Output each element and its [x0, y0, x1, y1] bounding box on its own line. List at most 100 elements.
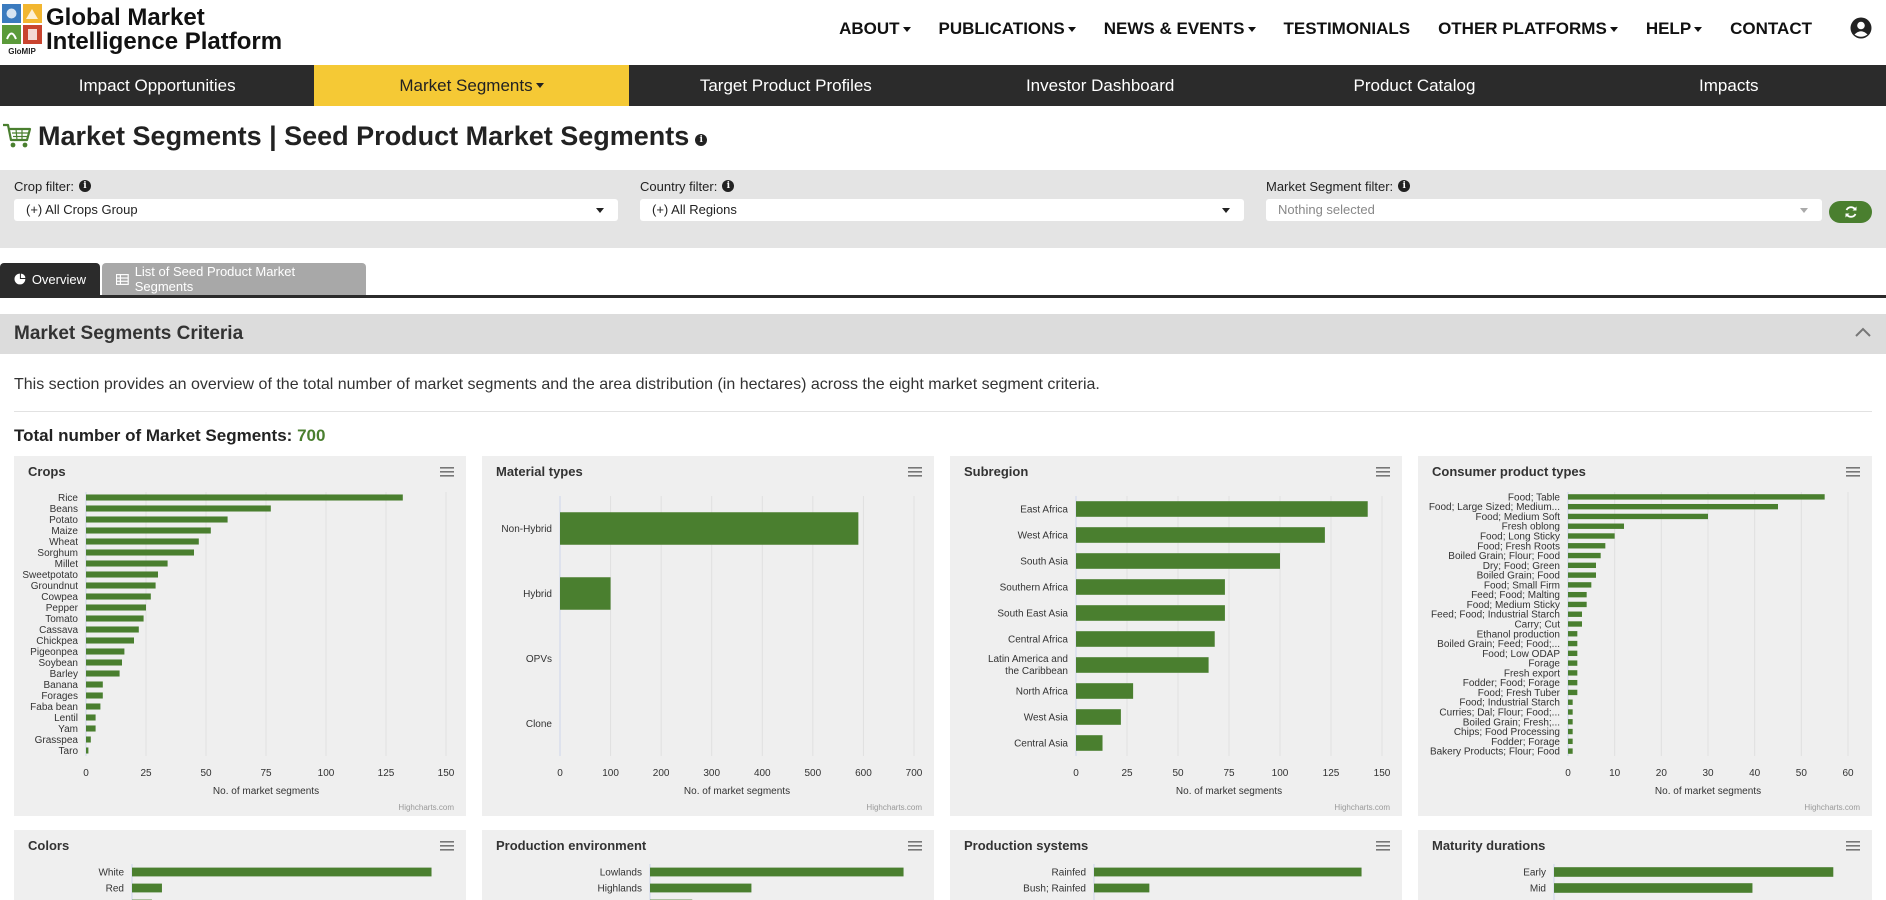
bar: [86, 703, 101, 710]
mainnav-product-catalog[interactable]: Product Catalog: [1353, 75, 1476, 95]
nav-news-events[interactable]: NEWS & EVENTS: [1090, 19, 1270, 39]
category-label: Forages: [41, 691, 78, 702]
tab-overview[interactable]: Overview: [0, 263, 100, 295]
bar: [86, 604, 146, 611]
menu-icon[interactable]: [908, 467, 922, 477]
category-label: Groundnut: [31, 581, 78, 592]
bar: [1076, 735, 1103, 751]
bar: [1568, 660, 1578, 666]
user-account-icon[interactable]: [1850, 17, 1872, 39]
section-header[interactable]: Market Segments Criteria: [0, 314, 1886, 354]
x-tick-label: 200: [653, 768, 670, 779]
bar: [1568, 679, 1578, 686]
mainnav-impact-opportunities[interactable]: Impact Opportunities: [78, 75, 236, 95]
total-segments: Total number of Market Segments: 700: [14, 426, 326, 445]
x-tick-label: 25: [1121, 768, 1133, 779]
chart-maturity-durations: Maturity durations Early Mid: [1418, 830, 1872, 900]
chart-credit[interactable]: Highcharts.com: [1804, 803, 1860, 812]
nav-about[interactable]: ABOUT: [825, 19, 924, 39]
bar: [1568, 699, 1573, 705]
section-title: Market Segments Criteria: [14, 323, 244, 344]
info-icon[interactable]: i: [695, 134, 708, 146]
category-label: Tomato: [45, 614, 78, 625]
nav-other-platforms[interactable]: OTHER PLATFORMS: [1424, 19, 1632, 39]
category-label: Early: [1523, 868, 1546, 879]
chart-title: Consumer product types: [1432, 464, 1586, 479]
chart-crops: Crops 0 25 50 75 100 125 150 No. of market segm…: [14, 456, 466, 816]
category-label: East Africa: [1020, 505, 1068, 516]
x-tick-label: 400: [754, 768, 771, 779]
mainnav-target-product-profiles[interactable]: Target Product Profiles: [699, 75, 872, 95]
segment-filter-select[interactable]: Nothing selected: [1266, 199, 1822, 221]
chevron-down-icon: [902, 27, 911, 33]
table-icon: [116, 273, 129, 285]
menu-icon[interactable]: [1376, 467, 1390, 477]
bar: [1568, 601, 1587, 608]
nav-testimonials[interactable]: TESTIMONIALS: [1283, 19, 1411, 38]
category-label: Central Africa: [1008, 635, 1068, 646]
brand-title[interactable]: Global Market Intelligence Platform: [46, 6, 282, 54]
info-icon[interactable]: i: [722, 180, 735, 192]
crop-filter-select[interactable]: (+) All Crops Group: [14, 199, 618, 221]
chart-production-environment: Production environment Lowlands Highlands…: [482, 830, 934, 900]
chart-subregion: Subregion 0 25 50 75 100 125 150 No. of market …: [950, 456, 1402, 816]
category-label: Lentil: [54, 713, 78, 724]
category-label: Fodder; Food; Forage: [1463, 678, 1561, 689]
crop-filter-label: Crop filter:: [14, 178, 74, 194]
chart-credit[interactable]: Highcharts.com: [398, 803, 454, 812]
category-label: Cowpea: [41, 592, 78, 603]
menu-icon[interactable]: [1846, 467, 1860, 477]
menu-icon[interactable]: [908, 841, 922, 851]
bar: [86, 692, 103, 699]
bar: [1568, 523, 1624, 529]
tab-list-segments[interactable]: List of Seed Product Market Segments: [102, 263, 366, 295]
bar: [86, 714, 96, 721]
bar: [86, 659, 122, 666]
mainnav-investor-dashboard[interactable]: Investor Dashboard: [1025, 75, 1175, 95]
menu-icon[interactable]: [440, 467, 454, 477]
category-label: Pepper: [46, 603, 79, 614]
category-label: Southern Africa: [1000, 583, 1069, 594]
section-description: This section provides an overview of the…: [14, 376, 1100, 393]
mainnav-impacts[interactable]: Impacts: [1699, 75, 1759, 95]
chart-credit[interactable]: Highcharts.com: [1334, 803, 1390, 812]
x-tick-label: 125: [1323, 768, 1340, 779]
menu-icon[interactable]: [440, 841, 454, 851]
bar: [86, 736, 91, 743]
bar: [86, 571, 158, 578]
menu-icon[interactable]: [1846, 841, 1860, 851]
refresh-icon: [1845, 206, 1856, 218]
info-icon[interactable]: i: [78, 180, 91, 192]
view-tabs: Overview List of Seed Product Market Seg…: [0, 263, 1886, 298]
category-label: Sorghum: [37, 548, 78, 559]
x-tick-label: 700: [906, 768, 923, 779]
chart-title: Subregion: [964, 464, 1029, 479]
bar: [86, 516, 228, 523]
info-icon[interactable]: i: [1398, 180, 1411, 192]
category-label: Forage: [1528, 659, 1560, 670]
bar: [1076, 501, 1368, 517]
category-label: Cassava: [39, 625, 78, 636]
category-label: Dry; Food; Green: [1483, 561, 1560, 572]
menu-icon[interactable]: [1376, 841, 1390, 851]
bar: [86, 593, 151, 600]
country-filter-select[interactable]: (+) All Regions: [640, 199, 1244, 221]
category-label: Fresh oblong: [1502, 522, 1560, 533]
nav-help[interactable]: HELP: [1632, 19, 1716, 39]
bar: [86, 648, 125, 655]
chevron-down-icon: [596, 208, 604, 213]
nav-publications[interactable]: PUBLICATIONS: [925, 19, 1090, 39]
chart-credit[interactable]: Highcharts.com: [866, 803, 922, 812]
category-label: Soybean: [39, 658, 78, 669]
category-label: Hybrid: [523, 589, 552, 600]
x-tick-label: 0: [557, 768, 563, 779]
bar: [1554, 883, 1753, 893]
glomip-logo-icon[interactable]: GloMIP: [2, 4, 42, 56]
segment-filter-label: Market Segment filter:: [1266, 178, 1394, 194]
refresh-button[interactable]: [1829, 201, 1872, 223]
category-label: Clone: [526, 719, 553, 730]
chevron-up-icon[interactable]: [1854, 326, 1872, 338]
x-tick-label: 50: [1796, 768, 1808, 779]
mainnav-market-segments[interactable]: Market Segments: [314, 65, 629, 106]
nav-contact[interactable]: CONTACT: [1730, 19, 1812, 38]
